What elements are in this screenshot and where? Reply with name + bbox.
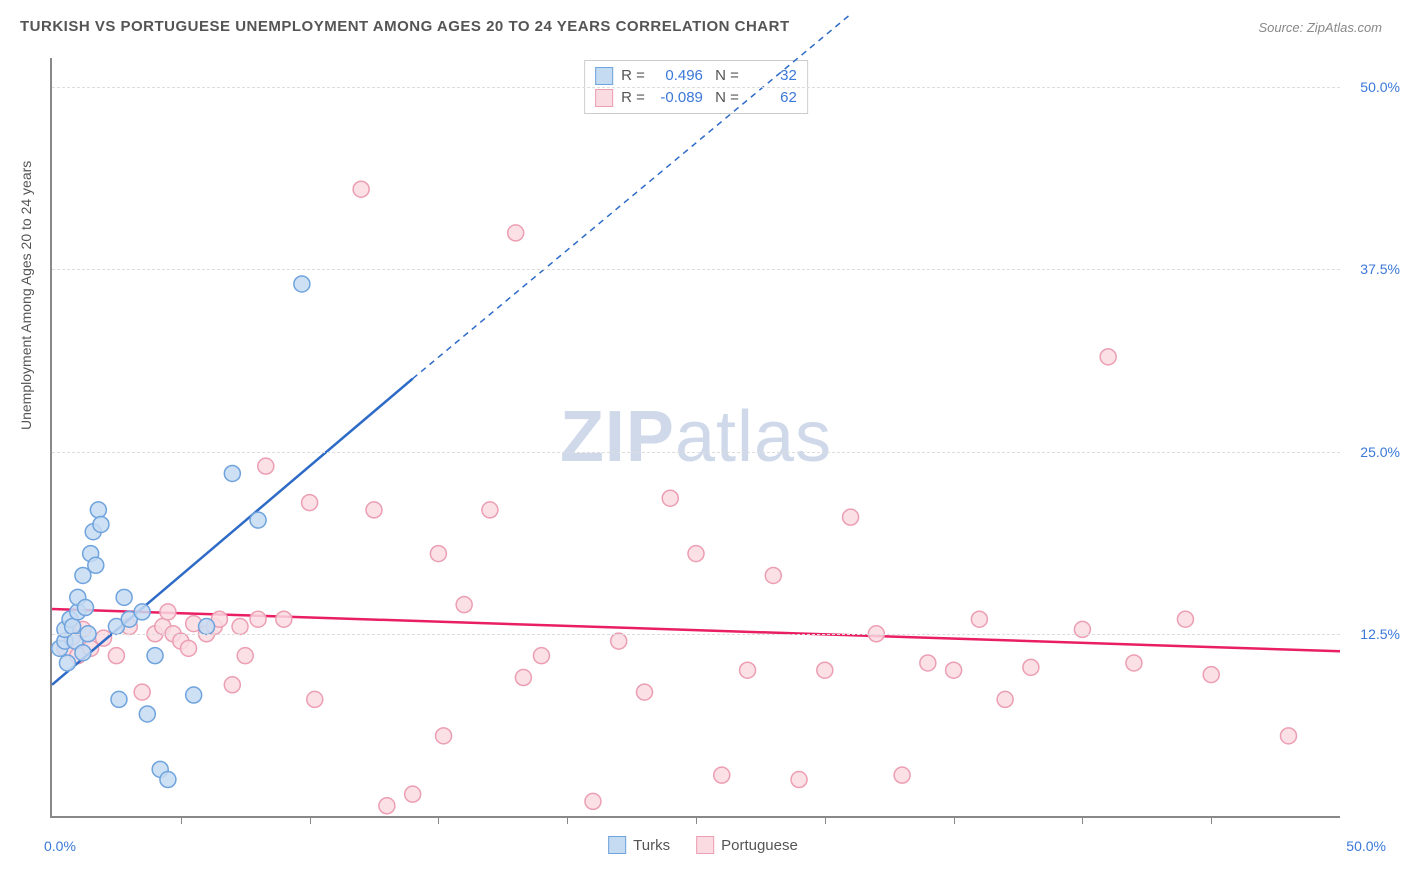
- x-axis-max-label: 50.0%: [1346, 838, 1386, 854]
- data-point: [817, 662, 833, 678]
- x-tick: [181, 816, 182, 824]
- chart-svg: [52, 58, 1340, 816]
- data-point: [160, 772, 176, 788]
- grid-line: [52, 634, 1340, 635]
- data-point: [662, 490, 678, 506]
- data-point: [258, 458, 274, 474]
- data-point: [843, 509, 859, 525]
- grid-line: [52, 269, 1340, 270]
- data-point: [181, 640, 197, 656]
- legend-swatch-turks: [608, 836, 626, 854]
- data-point: [302, 495, 318, 511]
- data-point: [250, 611, 266, 627]
- data-point: [920, 655, 936, 671]
- data-point: [65, 619, 81, 635]
- y-axis-label: Unemployment Among Ages 20 to 24 years: [18, 161, 34, 430]
- x-tick: [1211, 816, 1212, 824]
- data-point: [405, 786, 421, 802]
- data-point: [430, 546, 446, 562]
- x-tick: [696, 816, 697, 824]
- legend-label-turks: Turks: [633, 837, 670, 854]
- data-point: [791, 772, 807, 788]
- data-point: [482, 502, 498, 518]
- data-point: [160, 604, 176, 620]
- data-point: [740, 662, 756, 678]
- data-point: [997, 691, 1013, 707]
- data-point: [224, 465, 240, 481]
- x-tick: [567, 816, 568, 824]
- data-point: [147, 648, 163, 664]
- x-tick: [1082, 816, 1083, 824]
- data-point: [134, 604, 150, 620]
- data-point: [508, 225, 524, 241]
- y-tick-label: 12.5%: [1360, 626, 1400, 642]
- data-point: [636, 684, 652, 700]
- legend-swatch-portuguese: [696, 836, 714, 854]
- data-point: [88, 557, 104, 573]
- grid-line: [52, 452, 1340, 453]
- data-point: [224, 677, 240, 693]
- data-point: [1203, 667, 1219, 683]
- data-point: [108, 648, 124, 664]
- x-tick: [954, 816, 955, 824]
- data-point: [894, 767, 910, 783]
- data-point: [93, 516, 109, 532]
- trend-line-dashed-turks: [413, 14, 851, 378]
- data-point: [134, 684, 150, 700]
- data-point: [77, 600, 93, 616]
- data-point: [232, 619, 248, 635]
- chart-title: TURKISH VS PORTUGUESE UNEMPLOYMENT AMONG…: [20, 18, 790, 35]
- data-point: [379, 798, 395, 814]
- data-point: [1023, 659, 1039, 675]
- plot-area: ZIPatlas R = 0.496 N = 32 R = -0.089 N =…: [50, 58, 1340, 818]
- data-point: [971, 611, 987, 627]
- legend: Turks Portuguese: [608, 836, 798, 854]
- data-point: [765, 567, 781, 583]
- y-tick-label: 50.0%: [1360, 79, 1400, 95]
- data-point: [96, 630, 112, 646]
- data-point: [688, 546, 704, 562]
- data-point: [1100, 349, 1116, 365]
- x-tick: [438, 816, 439, 824]
- legend-item-turks: Turks: [608, 836, 670, 854]
- data-point: [237, 648, 253, 664]
- data-point: [276, 611, 292, 627]
- x-axis-origin-label: 0.0%: [44, 838, 76, 854]
- data-point: [366, 502, 382, 518]
- x-tick: [310, 816, 311, 824]
- data-point: [714, 767, 730, 783]
- data-point: [353, 181, 369, 197]
- data-point: [186, 687, 202, 703]
- y-tick-label: 37.5%: [1360, 261, 1400, 277]
- data-point: [307, 691, 323, 707]
- data-point: [75, 645, 91, 661]
- grid-line: [52, 87, 1340, 88]
- data-point: [199, 619, 215, 635]
- x-tick: [825, 816, 826, 824]
- data-point: [1074, 621, 1090, 637]
- data-point: [515, 670, 531, 686]
- legend-label-portuguese: Portuguese: [721, 837, 798, 854]
- data-point: [111, 691, 127, 707]
- data-point: [116, 589, 132, 605]
- data-point: [1126, 655, 1142, 671]
- data-point: [90, 502, 106, 518]
- data-point: [946, 662, 962, 678]
- legend-item-portuguese: Portuguese: [696, 836, 798, 854]
- data-point: [456, 597, 472, 613]
- data-point: [1177, 611, 1193, 627]
- data-point: [59, 655, 75, 671]
- data-point: [294, 276, 310, 292]
- source-attribution: Source: ZipAtlas.com: [1258, 20, 1382, 35]
- data-point: [585, 793, 601, 809]
- y-tick-label: 25.0%: [1360, 444, 1400, 460]
- data-point: [250, 512, 266, 528]
- data-point: [611, 633, 627, 649]
- data-point: [436, 728, 452, 744]
- data-point: [139, 706, 155, 722]
- data-point: [1280, 728, 1296, 744]
- data-point: [533, 648, 549, 664]
- trend-line-turks: [52, 379, 413, 685]
